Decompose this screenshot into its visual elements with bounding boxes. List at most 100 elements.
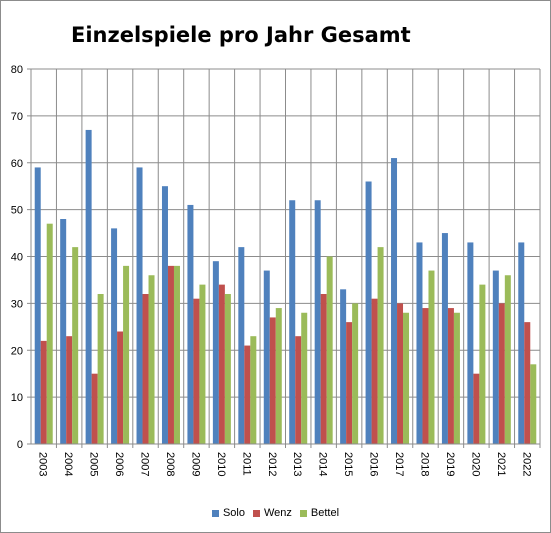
bar-solo-2007: [136, 167, 143, 444]
bar-wenz-2005: [91, 373, 98, 444]
bar-wenz-2017: [397, 303, 404, 444]
bar-bettel-2022: [530, 364, 537, 444]
bar-solo-2003: [34, 167, 41, 444]
bar-solo-2012: [263, 270, 270, 444]
bar-solo-2013: [289, 200, 296, 444]
chart-title: Einzelspiele pro Jahr Gesamt: [71, 23, 411, 47]
x-tick-label: 2016: [368, 452, 380, 476]
bar-wenz-2012: [269, 317, 276, 444]
bars-layer: [34, 129, 537, 444]
legend-label: Solo: [222, 507, 245, 519]
bar-bettel-2010: [224, 294, 231, 444]
bar-solo-2021: [492, 270, 499, 444]
bar-wenz-2019: [447, 308, 454, 444]
bar-bettel-2015: [352, 303, 359, 444]
x-tick-label: 2019: [444, 452, 456, 476]
bar-wenz-2003: [40, 340, 47, 444]
x-tick-label: 2012: [266, 452, 278, 476]
bar-bettel-2009: [199, 284, 206, 444]
legend-label: Bettel: [310, 507, 340, 519]
bar-solo-2009: [187, 204, 194, 444]
bar-solo-2017: [391, 158, 398, 444]
bar-bettel-2007: [148, 275, 155, 444]
x-tick-label: 2005: [88, 452, 100, 476]
bar-bettel-2016: [377, 247, 384, 444]
x-tick-label: 2020: [469, 452, 481, 476]
bar-solo-2019: [441, 233, 448, 444]
bar-bettel-2011: [250, 336, 257, 444]
bar-bettel-2006: [123, 265, 130, 444]
y-tick-label: 70: [11, 111, 23, 123]
legend-item-bettel: Bettel: [299, 507, 340, 519]
bar-wenz-2014: [320, 294, 327, 444]
bar-wenz-2007: [142, 294, 149, 444]
x-tick-label: 2009: [189, 452, 201, 476]
bar-wenz-2009: [193, 298, 200, 444]
bar-solo-2018: [416, 242, 423, 444]
x-tick-label: 2022: [520, 452, 532, 476]
bar-solo-2016: [365, 181, 372, 444]
x-tick-label: 2006: [113, 452, 125, 476]
bar-solo-2006: [111, 228, 118, 444]
x-tick-label: 2011: [240, 452, 252, 476]
bar-wenz-2020: [473, 373, 480, 444]
bar-wenz-2006: [117, 331, 124, 444]
bar-bettel-2014: [326, 256, 333, 444]
x-tick-label: 2013: [291, 452, 303, 476]
bar-wenz-2015: [346, 322, 353, 444]
bar-wenz-2004: [66, 336, 73, 444]
bar-wenz-2016: [371, 298, 378, 444]
y-tick-label: 10: [11, 392, 23, 404]
y-tick-label: 0: [17, 439, 23, 451]
bar-solo-2005: [85, 129, 92, 444]
bar-bettel-2019: [453, 312, 460, 444]
x-tick-label: 2018: [418, 452, 430, 476]
bar-solo-2014: [314, 200, 321, 444]
legend-item-solo: Solo: [211, 507, 245, 519]
legend-swatch: [299, 509, 307, 517]
bar-bettel-2017: [403, 312, 410, 444]
x-tick-label: 2010: [215, 452, 227, 476]
bar-bettel-2004: [72, 247, 79, 444]
x-tick-label: 2007: [139, 452, 151, 476]
x-tick-label: 2021: [495, 452, 507, 476]
grid-layer: [30, 68, 541, 448]
bar-solo-2015: [340, 289, 347, 444]
y-tick-label: 40: [11, 252, 23, 264]
bar-bettel-2018: [428, 270, 435, 444]
bar-bettel-2013: [301, 312, 308, 444]
legend-swatch: [252, 509, 260, 517]
axis-layer: 0 10 20 30 40 50 60 70 80 2003 2004 2005 2006 2007 200…: [11, 64, 540, 476]
bar-solo-2004: [60, 219, 67, 444]
bar-bettel-2012: [275, 308, 282, 444]
y-tick-label: 20: [11, 345, 23, 357]
legend-item-wenz: Wenz: [252, 507, 292, 519]
bar-solo-2008: [161, 186, 168, 444]
bar-bettel-2008: [173, 265, 180, 444]
bar-wenz-2021: [498, 303, 505, 444]
y-tick-label: 60: [11, 158, 23, 170]
y-tick-label: 50: [11, 205, 23, 217]
y-tick-label: 30: [11, 298, 23, 310]
bar-bettel-2005: [97, 294, 104, 444]
bar-bettel-2003: [46, 223, 53, 444]
legend-label: Wenz: [263, 507, 292, 519]
legend: Solo Wenz Bettel: [1, 507, 550, 520]
x-tick-label: 2015: [342, 452, 354, 476]
x-tick-label: 2014: [317, 452, 329, 476]
bar-bettel-2021: [504, 275, 511, 444]
bar-solo-2022: [518, 242, 525, 444]
bar-bettel-2020: [479, 284, 486, 444]
bar-solo-2011: [238, 247, 245, 444]
x-tick-label: 2017: [393, 452, 405, 476]
x-tick-label: 2003: [37, 452, 49, 476]
x-tick-label: 2008: [164, 452, 176, 476]
bar-wenz-2011: [244, 345, 251, 444]
x-tick-label: 2004: [62, 452, 74, 476]
bar-wenz-2022: [524, 322, 531, 444]
y-tick-label: 80: [11, 64, 23, 76]
bar-wenz-2010: [218, 284, 225, 444]
bar-wenz-2013: [295, 336, 302, 444]
